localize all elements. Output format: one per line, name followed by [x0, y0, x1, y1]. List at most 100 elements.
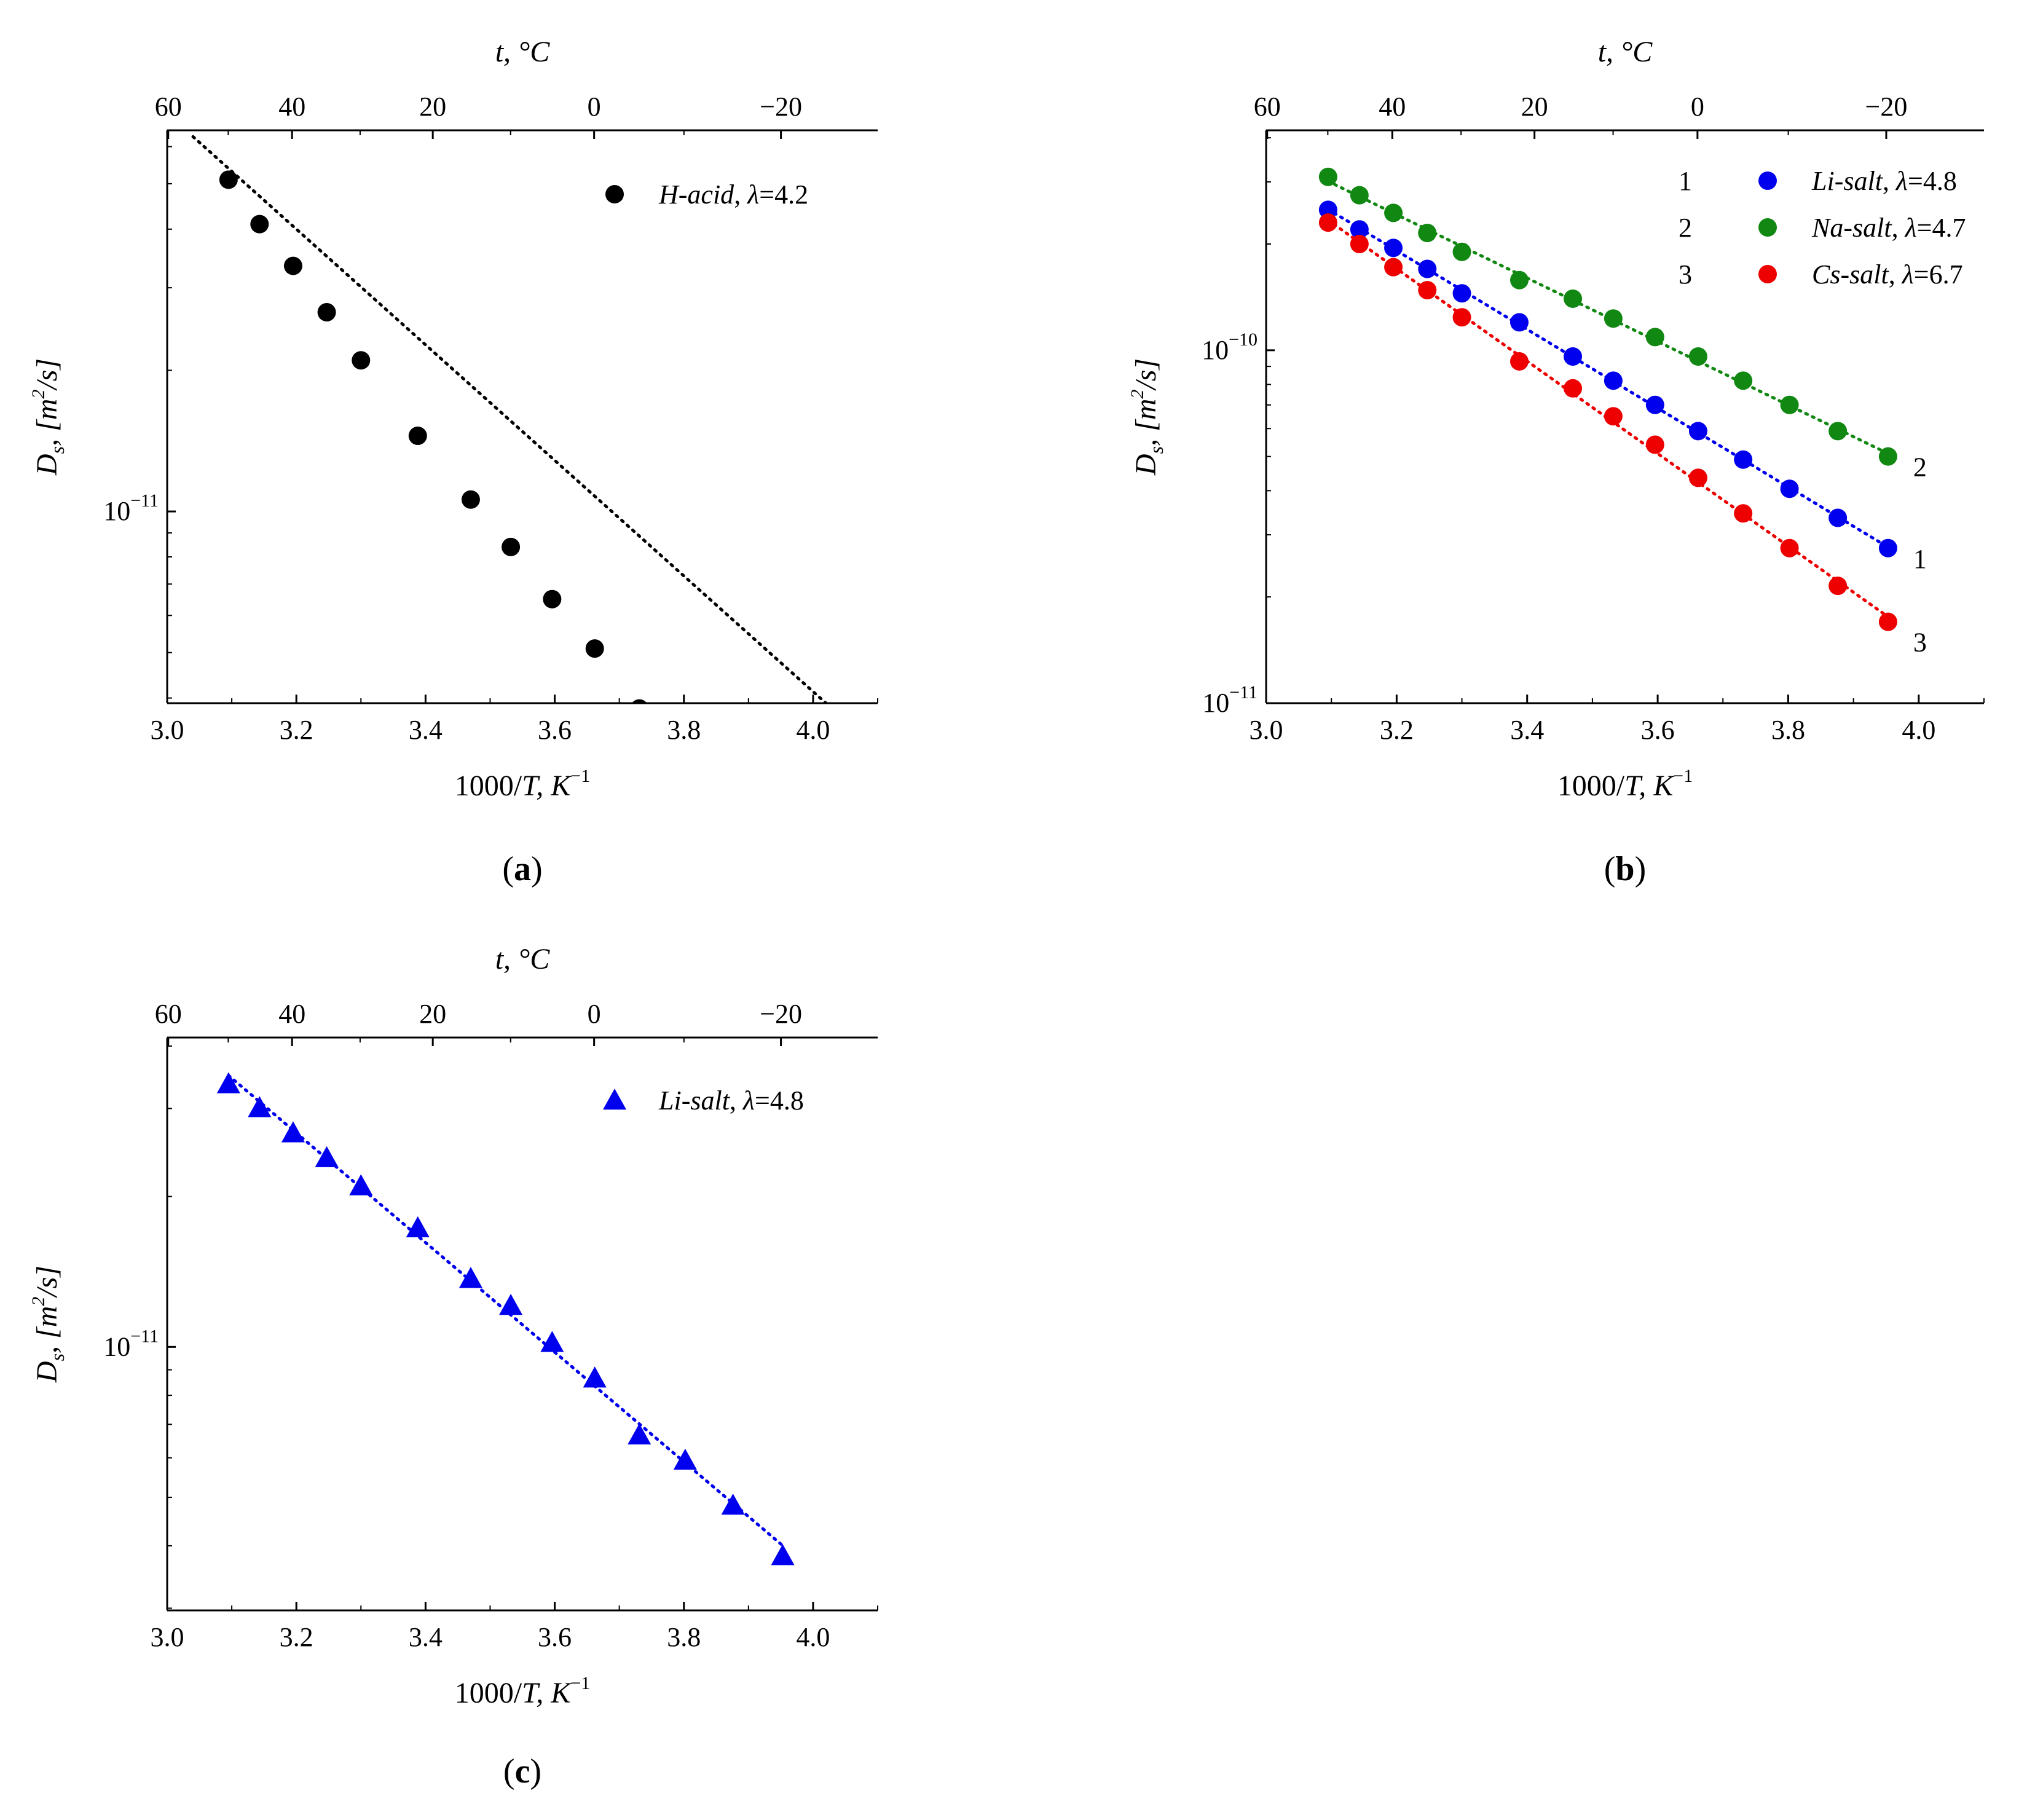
legend-entry: Li-salt, λ=4.8	[603, 1085, 804, 1116]
x-axis-title: 1000/T, K−1	[455, 766, 590, 802]
data-point	[1318, 167, 1337, 186]
chart-panel-c: 3.0 3.2 3.4 3.6 3.8 4.0 60 40 20 0 −20 10−11 1000/T,…	[28, 943, 878, 1790]
data-point	[1688, 422, 1707, 441]
data-point	[1318, 213, 1337, 232]
legend-label: H-acid, λ=4.2	[658, 179, 808, 210]
legend-label: Li-salt, λ=4.8	[658, 1085, 804, 1116]
data-point	[1510, 270, 1529, 290]
data-point	[721, 1494, 745, 1515]
data-point	[1350, 235, 1369, 254]
data-point	[1780, 395, 1799, 414]
data-point	[583, 1366, 607, 1388]
top-tick-label: 40	[278, 92, 305, 122]
data-point	[461, 490, 480, 509]
top-tick-label: 60	[155, 92, 182, 122]
curve-label: 2	[1913, 452, 1927, 483]
data-point	[281, 1121, 305, 1143]
data-point	[216, 1072, 240, 1093]
data-point	[1350, 220, 1369, 239]
top-axis-title: t, °C	[495, 943, 551, 975]
data-point	[1510, 313, 1529, 332]
legend-number: 1	[1679, 166, 1692, 196]
data-point	[540, 1331, 564, 1352]
top-tick-label: −20	[1865, 92, 1908, 122]
x-tick-label: 3.8	[667, 1622, 701, 1652]
top-tick-label: 40	[278, 999, 305, 1029]
x-tick-label: 4.0	[1902, 715, 1935, 745]
data-point	[219, 170, 238, 189]
top-tick-label: 0	[588, 92, 601, 122]
data-point	[459, 1267, 482, 1288]
data-point	[1604, 309, 1623, 328]
x-tick-label: 3.4	[1510, 715, 1544, 745]
legend-marker	[1758, 218, 1777, 237]
top-tick-label: 0	[588, 999, 601, 1029]
x-tick-label: 3.6	[538, 1622, 572, 1652]
y-tick-label: 10−11	[1202, 682, 1258, 718]
series-na-salt	[1318, 167, 1897, 466]
x-tick-label: 3.4	[409, 715, 443, 745]
top-tick-label: 60	[155, 999, 182, 1029]
data-point	[1318, 200, 1337, 219]
data-point	[1564, 347, 1583, 366]
data-point	[1828, 577, 1848, 596]
data-point	[1384, 203, 1403, 223]
data-point	[1828, 508, 1848, 527]
fit-line	[191, 135, 828, 703]
y-axis-title: Ds, [m2/s]	[28, 358, 68, 476]
top-tick-label: −20	[760, 999, 802, 1029]
data-point	[1510, 352, 1529, 371]
top-tick-label: 20	[419, 999, 446, 1029]
chart-panel-a: 3.0 3.2 3.4 3.6 3.8 4.0 60 40 20 0 −20 10−11 1000/T,…	[28, 36, 878, 894]
legend-entry: 1 Li-salt, λ=4.8	[1679, 166, 1957, 196]
data-point	[315, 1146, 339, 1167]
y-axis-title: Ds, [m2/s]	[28, 1266, 68, 1383]
data-point	[1780, 538, 1799, 557]
x-tick-label: 3.2	[280, 1622, 313, 1652]
data-point	[673, 1448, 697, 1470]
legend-marker	[1758, 171, 1777, 190]
data-point	[1564, 379, 1583, 398]
legend-number: 2	[1679, 213, 1692, 243]
data-point	[1452, 308, 1471, 327]
series-li-salt	[216, 1072, 795, 1566]
data-point	[1452, 284, 1471, 303]
x-tick-label: 3.0	[151, 715, 184, 745]
data-point	[1645, 395, 1664, 414]
y-tick-label: 10−11	[103, 490, 159, 526]
data-point	[676, 754, 695, 773]
data-point	[317, 302, 336, 321]
x-tick-label: 3.0	[1250, 715, 1283, 745]
panel-label: (a)	[502, 850, 542, 888]
x-axis-title: 1000/T, K−1	[455, 1673, 590, 1709]
top-axis-title: t, °C	[495, 36, 551, 68]
data-point	[1604, 407, 1623, 426]
data-point	[406, 1216, 430, 1238]
series-h-acid	[191, 135, 828, 894]
top-tick-label: 60	[1254, 92, 1281, 122]
data-point	[774, 875, 792, 894]
x-tick-label: 3.6	[1641, 715, 1675, 745]
data-point	[1418, 281, 1437, 300]
data-point	[248, 1096, 272, 1117]
curve-label: 3	[1913, 628, 1927, 658]
x-axis-title: 1000/T, K−1	[1557, 766, 1693, 802]
panel-label: (b)	[1604, 850, 1646, 888]
data-point	[1418, 223, 1437, 242]
data-point	[1734, 450, 1753, 469]
data-point	[1452, 242, 1471, 261]
series-cs-salt	[1318, 213, 1897, 631]
data-point	[1384, 258, 1403, 277]
data-point	[1878, 447, 1897, 466]
legend-entry: 3 Cs-salt, λ=6.7	[1679, 259, 1963, 290]
data-point	[1688, 468, 1707, 487]
x-tick-label: 3.2	[280, 715, 313, 745]
data-point	[631, 699, 647, 703]
chart-panel-b: 3.0 3.2 3.4 3.6 3.8 4.0 60 40 20 0 −20 10−10 10−11 10…	[1127, 36, 1985, 888]
x-tick-label: 3.8	[1771, 715, 1805, 745]
y-tick-label: 10−10	[1202, 329, 1258, 365]
data-point	[408, 426, 427, 445]
curve-label: 1	[1913, 544, 1927, 574]
legend-label: Cs-salt, λ=6.7	[1812, 259, 1963, 290]
data-point	[1604, 371, 1623, 390]
